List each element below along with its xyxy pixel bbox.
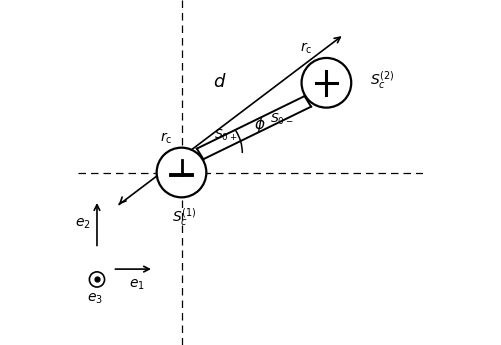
Text: $\mathbf{\mathit{e}}_3$: $\mathbf{\mathit{e}}_3$ <box>87 291 103 306</box>
Text: $r_{\mathrm{c}}$: $r_{\mathrm{c}}$ <box>300 41 313 56</box>
Circle shape <box>302 58 351 107</box>
Circle shape <box>157 148 206 197</box>
Text: $S_c^{(2)}$: $S_c^{(2)}$ <box>370 69 395 91</box>
Circle shape <box>89 272 105 287</box>
Text: $S_{0+}$: $S_{0+}$ <box>214 128 237 144</box>
Text: $S_c^{(1)}$: $S_c^{(1)}$ <box>172 206 196 228</box>
Text: $\mathbf{\mathit{e}}_1$: $\mathbf{\mathit{e}}_1$ <box>129 278 145 292</box>
Text: $\mathbf{\mathit{e}}_2$: $\mathbf{\mathit{e}}_2$ <box>75 217 91 231</box>
Text: $S_{0-}$: $S_{0-}$ <box>271 112 294 127</box>
Text: $r_{\mathrm{c}}$: $r_{\mathrm{c}}$ <box>160 130 173 146</box>
Text: $d$: $d$ <box>213 73 227 91</box>
Text: $\phi$: $\phi$ <box>254 115 265 134</box>
